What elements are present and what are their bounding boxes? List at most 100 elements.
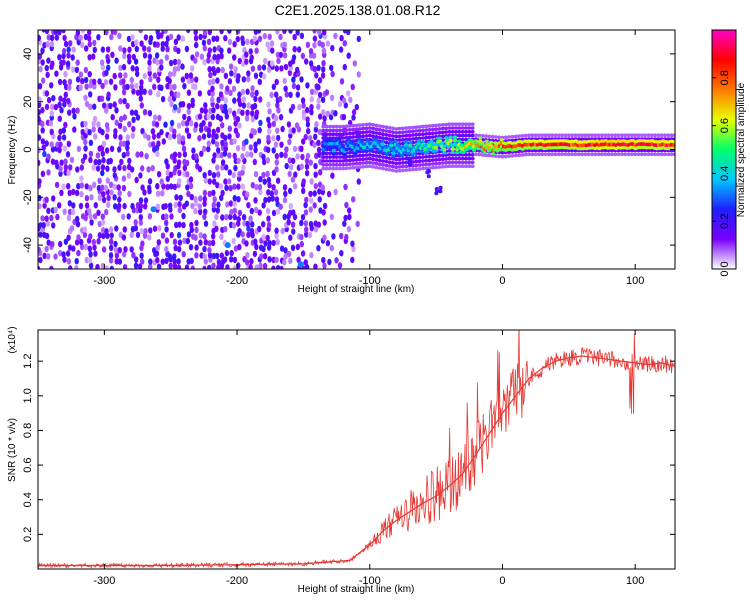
heatmap-cell [147,234,152,241]
heatmap-cell [252,35,258,42]
heatmap-cell [180,120,186,127]
heatmap-cell [254,109,260,116]
heatmap-cell [321,109,326,116]
heatmap-cell [354,103,359,111]
heatmap-cell [174,221,179,229]
heatmap-cell [172,157,177,164]
heatmap-cell [408,140,413,144]
heatmap-cell [130,65,135,72]
heatmap-cell [97,158,102,166]
heatmap-cell [290,176,296,183]
heatmap-cell [216,201,221,208]
heatmap-cell [223,226,228,233]
heatmap-cell [367,153,372,157]
heatmap-cell [316,139,321,146]
heatmap-cell [275,102,280,109]
heatmap-cell [324,124,329,129]
heatmap-cell [347,162,352,166]
heatmap-cell [252,158,257,166]
heatmap-cell [214,252,220,260]
heatmap-cell [214,133,219,140]
heatmap-cell [241,214,247,221]
heatmap-cell [50,158,56,165]
heatmap-cell [331,124,336,129]
colorbar-ticks: 0.00.20.40.60.8 [712,70,731,277]
heatmap-cell [61,30,66,34]
heatmap-x-tick-label: 0 [499,275,505,287]
heatmap-cell [106,194,111,202]
heatmap-cell [88,213,93,220]
heatmap-cell [351,245,356,253]
heatmap-cell [328,151,332,156]
heatmap-cell [321,47,327,54]
heatmap-cell [254,183,259,191]
heatmap-cell [437,123,442,127]
heatmap-cell [653,133,658,137]
heatmap-cell [40,170,46,177]
snr-panel: -300 -200 -100 0 100 0.20.40.60.81.01.2 Heig… [7,326,676,595]
heatmap-cell [487,153,492,158]
heatmap-cell [203,177,208,184]
heatmap-cell [123,246,128,253]
heatmap-cell [629,133,634,137]
heatmap-cell [437,157,442,162]
heatmap-cell [321,209,326,216]
heatmap-cell [109,189,114,196]
heatmap-cell [67,200,73,207]
heatmap-cell [146,134,151,141]
heatmap-cell [215,182,220,189]
heatmap-cell [74,189,80,197]
heatmap-cell [216,152,221,159]
heatmap-cell [75,30,81,36]
heatmap-cell [190,202,195,210]
heatmap-cell [224,164,229,171]
heatmap-cell [138,214,143,221]
heatmap-cell [254,89,259,97]
heatmap-cell [364,130,369,134]
heatmap-cell [344,233,349,241]
heatmap-cell [211,138,216,145]
heatmap-cell [321,159,326,163]
heatmap-cell [93,250,98,257]
heatmap-cell [543,152,548,157]
heatmap-cell [44,196,49,203]
heatmap-cell [351,131,356,136]
heatmap-cell [563,152,568,157]
heatmap-cell [70,54,75,61]
heatmap-cell [152,225,158,232]
heatmap-cell [343,214,348,222]
heatmap-cell [74,265,79,269]
heatmap-cell [66,97,71,105]
heatmap-cell [169,101,174,108]
heatmap-cell [646,152,651,157]
heatmap-cell [384,140,389,145]
heatmap-cell [235,145,241,152]
heatmap-cell [450,147,455,151]
heatmap-cell [53,103,59,111]
heatmap-cell [266,189,271,196]
heatmap-cell [656,133,661,137]
heatmap-cell [467,153,472,157]
heatmap-cell [377,154,382,159]
heatmap-cell [355,145,360,150]
heatmap-cell [236,73,241,80]
heatmap-cell [232,54,237,61]
heatmap-cell [38,53,43,60]
heatmap-cell [140,258,145,265]
heatmap-cell [284,162,289,170]
heatmap-cell [590,152,595,157]
heatmap-cell [79,182,85,189]
heatmap-cell [144,153,149,160]
heatmap-cell [339,232,344,240]
heatmap-cell [400,161,405,165]
heatmap-cell [164,40,169,47]
heatmap-cell [177,201,182,208]
heatmap-cell [322,234,327,241]
heatmap-cell [457,156,462,161]
heatmap-cell [159,128,164,136]
heatmap-cell [148,35,154,42]
heatmap-cell [233,164,238,172]
heatmap-cell [63,164,68,171]
heatmap-cell [240,35,245,42]
heatmap-cell [339,250,344,257]
